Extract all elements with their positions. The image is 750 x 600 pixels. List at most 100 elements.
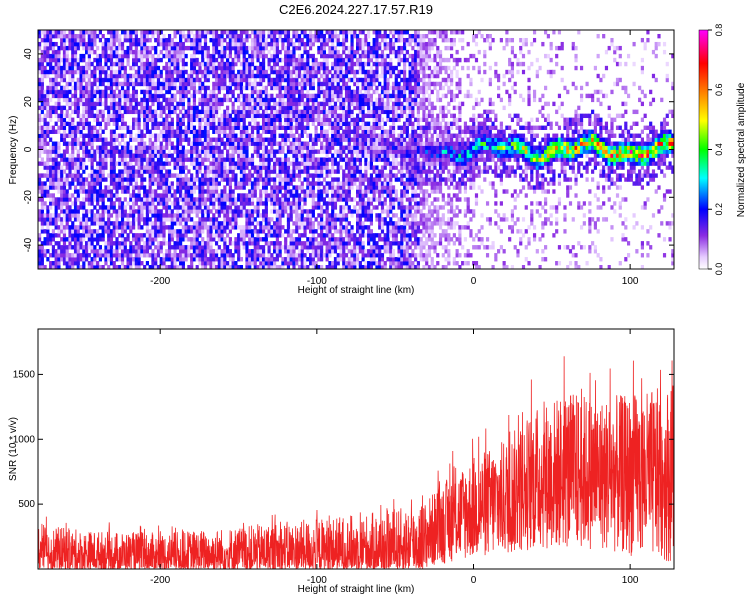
spectrogram-cell (109, 257, 114, 262)
spectrogram-cell (181, 201, 185, 206)
spectrogram-cell (151, 57, 155, 63)
spectrogram-cell (107, 113, 111, 119)
spectrogram-cell (245, 257, 249, 262)
spectrogram-cell (76, 233, 80, 238)
spectrogram-cell (209, 265, 213, 269)
spectrogram-cell (325, 221, 329, 226)
spectrogram-cell (132, 205, 136, 210)
spectrogram-cell (198, 241, 202, 246)
spectrogram-cell (179, 189, 183, 194)
spectrogram-cell (181, 113, 185, 119)
spectrogram-cell (292, 257, 296, 262)
spectrogram-cell (98, 257, 102, 262)
spectrogram-cell (143, 121, 147, 126)
spectrogram-cell (112, 69, 116, 75)
spectrogram-cell (270, 169, 274, 174)
spectrogram-cell (165, 209, 169, 214)
spectrogram-cell (176, 161, 180, 166)
spectrogram-cell (228, 89, 232, 95)
spectrogram-cell (311, 61, 315, 67)
spectrogram-cell (162, 37, 166, 43)
spectrogram-cell (228, 153, 232, 158)
spectrogram-cell (237, 149, 241, 154)
spectrogram-cell (173, 173, 177, 178)
spectrogram-cell (256, 137, 260, 142)
spectrogram-cell (101, 49, 105, 55)
spectrogram-cell (198, 133, 202, 138)
spectrogram-cell (190, 73, 194, 79)
spectrogram-cell (82, 113, 86, 119)
spectrogram-cell (165, 101, 169, 107)
spectrogram-cell (156, 185, 161, 190)
spectrogram-cell (320, 121, 324, 126)
spectrogram-cell (300, 109, 304, 115)
spectrogram-cell (115, 113, 119, 119)
spectrogram-cell (206, 189, 210, 194)
spectrogram-cell (93, 257, 97, 262)
spectrogram-cell (261, 125, 266, 130)
spectrogram-cell (93, 173, 97, 178)
spectrogram-cell (320, 221, 324, 226)
spectrogram-cell (206, 205, 210, 210)
spectrogram-cell (170, 37, 174, 43)
spectrogram-cell (284, 93, 288, 99)
spectrogram-cell (217, 77, 221, 83)
spectrogram-cell (173, 149, 177, 154)
spectrogram-cell (325, 129, 329, 134)
spectrogram-cell (284, 61, 288, 67)
spectrogram-cell (264, 45, 268, 51)
spectrogram-cell (184, 137, 188, 142)
spectrogram-cell (159, 249, 163, 254)
spectrogram-cell (281, 37, 285, 43)
spectrogram-cell (151, 173, 155, 178)
spectrogram-cell (201, 193, 205, 198)
spectrogram-cell (65, 181, 69, 186)
spectrogram-cell (154, 45, 158, 51)
spectrogram-cell (60, 153, 64, 158)
spectrogram-cell (90, 101, 94, 107)
spectrogram-cell (322, 177, 326, 182)
spectrogram-cell (137, 157, 141, 162)
spectrogram-cell (203, 65, 208, 71)
spectrogram-cell (151, 145, 155, 150)
spectrogram-cell (165, 189, 169, 194)
spectrogram-cell (275, 217, 279, 222)
spectrogram-cell (123, 141, 127, 146)
spectrogram-cell (300, 30, 304, 35)
spectrogram-cell (93, 37, 97, 43)
spectrogram-cell (245, 229, 249, 234)
spectrogram-cell (143, 113, 147, 119)
spectrogram-cell (60, 253, 64, 258)
spectrogram-cell (248, 241, 252, 246)
spectrogram-cell (165, 201, 169, 206)
spectrogram-cell (248, 257, 252, 262)
spectrogram-cell (331, 105, 335, 111)
spectrogram-cell (162, 33, 166, 39)
spectrogram-cell (46, 185, 50, 190)
spectrogram-cell (267, 173, 271, 178)
spectrogram-cell (104, 205, 108, 210)
spectrogram-cell (96, 33, 100, 39)
spectrogram-cell (65, 245, 69, 250)
spectrogram-cell (167, 149, 172, 154)
spectrogram-cell (101, 101, 105, 107)
spectrogram-cell (292, 185, 296, 190)
spectrogram-cell (308, 257, 313, 262)
spectrogram-cell (93, 181, 97, 186)
spectrogram-cell (201, 241, 205, 246)
spectrogram-cell (62, 161, 67, 166)
spectrogram-cell (306, 241, 310, 246)
spectrogram-cell (289, 69, 293, 75)
spectrogram-cell (278, 33, 282, 39)
spectrogram-cell (115, 53, 119, 59)
spectrogram-cell (156, 229, 161, 234)
spectrogram-cell (248, 213, 252, 218)
spectrogram-cell (148, 65, 152, 71)
spectrogram-cell (90, 241, 94, 246)
spectrogram-cell (239, 237, 244, 242)
spectrogram-cell (328, 249, 332, 254)
spectrogram-cell (43, 33, 47, 39)
spectrogram-cell (292, 30, 296, 35)
spectrogram-cell (281, 209, 285, 214)
spectrogram-cell (242, 181, 246, 186)
